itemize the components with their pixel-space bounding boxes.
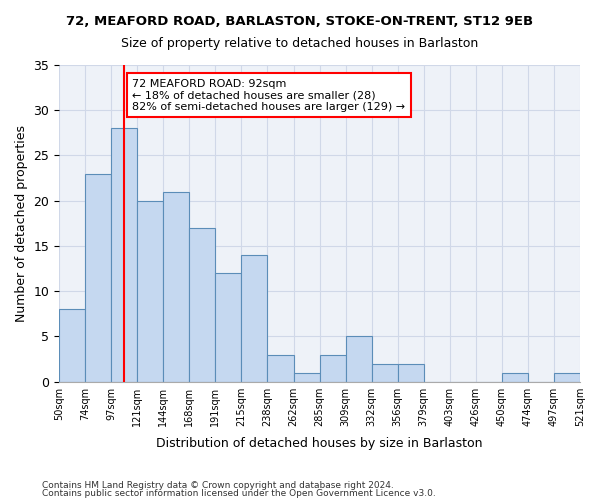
- Bar: [241, 255, 268, 382]
- Bar: [59, 310, 85, 382]
- Bar: [293, 372, 320, 382]
- Text: 72 MEAFORD ROAD: 92sqm
← 18% of detached houses are smaller (28)
82% of semi-det: 72 MEAFORD ROAD: 92sqm ← 18% of detached…: [132, 78, 405, 112]
- Bar: [111, 128, 137, 382]
- Bar: [268, 354, 293, 382]
- Bar: [502, 372, 528, 382]
- Bar: [346, 336, 371, 382]
- Bar: [85, 174, 111, 382]
- Text: Contains HM Land Registry data © Crown copyright and database right 2024.: Contains HM Land Registry data © Crown c…: [42, 481, 394, 490]
- X-axis label: Distribution of detached houses by size in Barlaston: Distribution of detached houses by size …: [157, 437, 483, 450]
- Bar: [320, 354, 346, 382]
- Text: Contains public sector information licensed under the Open Government Licence v3: Contains public sector information licen…: [42, 488, 436, 498]
- Bar: [163, 192, 190, 382]
- Bar: [190, 228, 215, 382]
- Y-axis label: Number of detached properties: Number of detached properties: [15, 125, 28, 322]
- Bar: [371, 364, 398, 382]
- Bar: [137, 200, 163, 382]
- Text: Size of property relative to detached houses in Barlaston: Size of property relative to detached ho…: [121, 38, 479, 51]
- Bar: [215, 273, 241, 382]
- Text: 72, MEAFORD ROAD, BARLASTON, STOKE-ON-TRENT, ST12 9EB: 72, MEAFORD ROAD, BARLASTON, STOKE-ON-TR…: [67, 15, 533, 28]
- Bar: [398, 364, 424, 382]
- Bar: [554, 372, 580, 382]
